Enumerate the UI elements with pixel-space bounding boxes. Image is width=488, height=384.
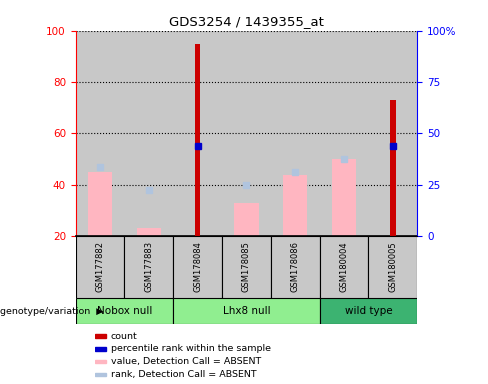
Text: percentile rank within the sample: percentile rank within the sample <box>111 344 271 354</box>
Bar <box>124 31 173 236</box>
Bar <box>76 236 124 298</box>
Bar <box>283 174 307 236</box>
Bar <box>368 31 417 236</box>
Bar <box>124 236 173 298</box>
Bar <box>368 236 417 298</box>
Bar <box>390 100 396 236</box>
Title: GDS3254 / 1439355_at: GDS3254 / 1439355_at <box>169 15 324 28</box>
Text: value, Detection Call = ABSENT: value, Detection Call = ABSENT <box>111 358 261 366</box>
Text: count: count <box>111 331 138 341</box>
Text: GSM177883: GSM177883 <box>144 241 153 292</box>
Bar <box>222 31 271 236</box>
Bar <box>222 236 271 298</box>
Text: GSM180004: GSM180004 <box>340 241 348 292</box>
Bar <box>195 43 201 236</box>
Bar <box>95 334 105 338</box>
Bar <box>137 228 161 236</box>
Bar <box>76 298 173 324</box>
Bar <box>173 31 222 236</box>
Text: wild type: wild type <box>345 306 392 316</box>
Text: GSM180005: GSM180005 <box>388 241 397 292</box>
Bar <box>234 203 259 236</box>
Bar <box>76 31 124 236</box>
Bar <box>95 373 105 376</box>
Bar <box>173 236 222 298</box>
Text: genotype/variation  ▶: genotype/variation ▶ <box>0 306 103 316</box>
Bar <box>271 236 320 298</box>
Bar <box>320 31 368 236</box>
Text: GSM178086: GSM178086 <box>291 241 300 292</box>
Bar <box>271 31 320 236</box>
Bar <box>95 360 105 364</box>
Bar <box>320 298 417 324</box>
Bar <box>320 236 368 298</box>
Text: GSM178085: GSM178085 <box>242 241 251 292</box>
Text: rank, Detection Call = ABSENT: rank, Detection Call = ABSENT <box>111 370 257 379</box>
Text: Nobox null: Nobox null <box>97 306 152 316</box>
Bar <box>88 172 112 236</box>
Bar <box>173 298 320 324</box>
Text: Lhx8 null: Lhx8 null <box>223 306 270 316</box>
Text: GSM178084: GSM178084 <box>193 241 202 292</box>
Bar <box>95 348 105 351</box>
Text: GSM177882: GSM177882 <box>96 241 104 292</box>
Bar <box>332 159 356 236</box>
